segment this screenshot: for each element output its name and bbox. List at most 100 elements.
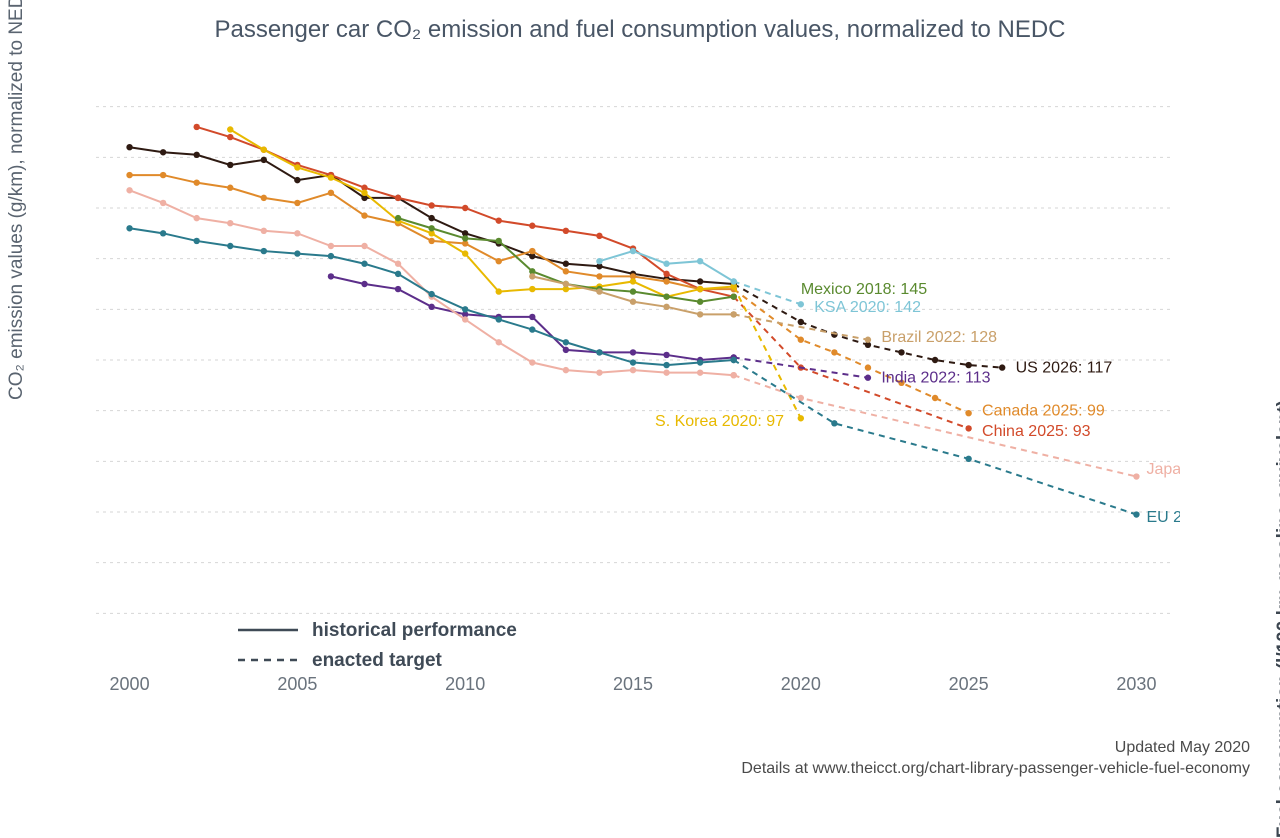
data-point — [227, 243, 233, 249]
data-point — [193, 124, 199, 130]
data-point — [193, 152, 199, 158]
data-point — [932, 395, 938, 401]
data-point — [965, 362, 971, 368]
series-label: Mexico 2018: 145 — [801, 281, 927, 298]
data-point — [193, 238, 199, 244]
legend-label: historical performance — [312, 620, 517, 641]
data-point — [328, 253, 334, 259]
data-point — [294, 230, 300, 236]
data-point — [395, 215, 401, 221]
data-point — [798, 415, 804, 421]
chart-footer: Updated May 2020 Details at www.theicct.… — [741, 737, 1250, 780]
data-point — [529, 286, 535, 292]
data-point — [865, 337, 871, 343]
data-point — [294, 177, 300, 183]
data-point — [596, 233, 602, 239]
data-point — [865, 364, 871, 370]
data-point — [663, 271, 669, 277]
data-point — [496, 288, 502, 294]
data-point — [361, 261, 367, 267]
data-point — [865, 375, 871, 381]
data-point — [361, 190, 367, 196]
data-point — [395, 286, 401, 292]
data-point — [999, 364, 1005, 370]
svg-text:2005: 2005 — [277, 674, 317, 694]
data-point — [563, 281, 569, 287]
data-point — [730, 357, 736, 363]
series-group: US 2026: 117China 2025: 93Canada 2025: 9… — [126, 124, 1180, 526]
data-point — [261, 228, 267, 234]
data-point — [462, 235, 468, 241]
data-point — [160, 172, 166, 178]
data-point — [630, 288, 636, 294]
data-point — [261, 248, 267, 254]
data-point — [596, 369, 602, 375]
data-point — [798, 319, 804, 325]
data-point — [630, 359, 636, 365]
data-point — [428, 215, 434, 221]
svg-text:2020: 2020 — [781, 674, 821, 694]
data-point — [1133, 473, 1139, 479]
svg-text:2015: 2015 — [613, 674, 653, 694]
data-point — [462, 205, 468, 211]
data-point — [630, 349, 636, 355]
data-point — [428, 304, 434, 310]
data-point — [126, 172, 132, 178]
data-point — [227, 126, 233, 132]
data-point — [596, 273, 602, 279]
legend: historical performanceenacted target — [238, 620, 517, 671]
svg-text:2010: 2010 — [445, 674, 485, 694]
series-label: S. Korea 2020: 97 — [655, 413, 784, 430]
data-point — [596, 258, 602, 264]
data-point — [462, 316, 468, 322]
x-axis: 2000200520102015202020252030 — [110, 674, 1157, 694]
historical-line — [230, 129, 733, 296]
data-point — [563, 261, 569, 267]
data-point — [227, 134, 233, 140]
data-point — [697, 299, 703, 305]
data-point — [328, 243, 334, 249]
data-point — [361, 212, 367, 218]
data-point — [529, 326, 535, 332]
data-point — [630, 248, 636, 254]
data-point — [428, 238, 434, 244]
series-china: China 2025: 93 — [193, 124, 1090, 440]
data-point — [831, 420, 837, 426]
target-line — [734, 357, 868, 377]
data-point — [361, 243, 367, 249]
data-point — [932, 357, 938, 363]
data-point — [496, 258, 502, 264]
data-point — [361, 281, 367, 287]
series-label: Brazil 2022: 128 — [881, 329, 997, 346]
series-label: India 2022: 113 — [881, 370, 990, 387]
data-point — [227, 162, 233, 168]
data-point — [395, 261, 401, 267]
series-label: EU 2030: 59 — [1147, 509, 1180, 526]
y-right-axis-label: Fuel consumption (l/100 km gasoline equi… — [1274, 400, 1280, 838]
series-label: KSA 2020: 142 — [814, 299, 921, 316]
data-point — [798, 395, 804, 401]
data-point — [965, 410, 971, 416]
data-point — [798, 337, 804, 343]
series-mexico: Mexico 2018: 145 — [395, 215, 927, 305]
data-point — [529, 273, 535, 279]
target-line — [734, 281, 801, 304]
data-point — [697, 278, 703, 284]
data-point — [596, 349, 602, 355]
data-point — [697, 359, 703, 365]
data-point — [294, 164, 300, 170]
data-point — [730, 293, 736, 299]
data-point — [965, 425, 971, 431]
series-s-korea: S. Korea 2020: 97 — [227, 126, 804, 430]
data-point — [529, 223, 535, 229]
data-point — [126, 144, 132, 150]
data-point — [630, 367, 636, 373]
data-point — [730, 311, 736, 317]
data-point — [563, 347, 569, 353]
data-point — [663, 261, 669, 267]
data-point — [730, 372, 736, 378]
data-point — [563, 339, 569, 345]
footer-details: Details at www.theicct.org/chart-library… — [741, 758, 1250, 780]
data-point — [697, 369, 703, 375]
data-point — [496, 238, 502, 244]
